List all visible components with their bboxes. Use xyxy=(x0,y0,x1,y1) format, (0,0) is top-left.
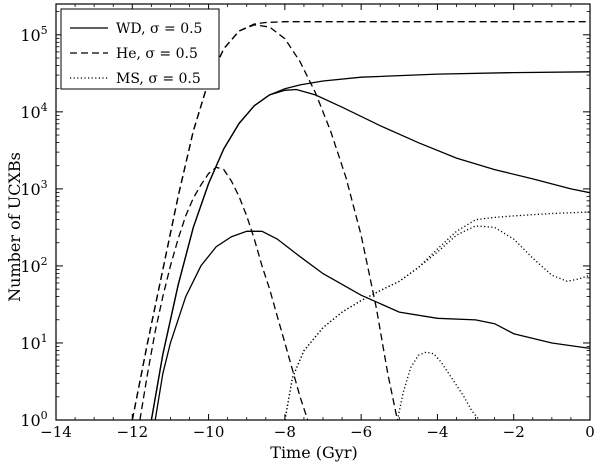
legend-label-solid: WD, σ = 0.5 xyxy=(116,21,202,37)
series-line-ms-current xyxy=(284,225,590,420)
x-tick-label: 0 xyxy=(585,423,595,441)
y-tick-label: 101 xyxy=(20,332,47,353)
y-tick-label: 105 xyxy=(20,24,47,45)
series-line-ms-bump xyxy=(396,351,480,420)
y-tick-label: 103 xyxy=(20,178,47,199)
axes: −14 −12 −10 −8 −6 −4 −2 0 100 101 102 103 104 105 xyxy=(20,4,595,441)
legend-box xyxy=(60,8,220,90)
legend-label-dotted: MS, σ = 0.5 xyxy=(116,71,201,87)
x-tick-label: −14 xyxy=(40,423,72,441)
series-line-he-early xyxy=(139,166,309,420)
series-line-wd-current xyxy=(150,88,590,420)
legend: WD, σ = 0.5 He, σ = 0.5 MS, σ = 0.5 xyxy=(60,8,220,90)
y-tick-label: 102 xyxy=(20,255,47,276)
y-tick-label: 104 xyxy=(20,101,47,122)
legend-label-dashed: He, σ = 0.5 xyxy=(116,46,198,62)
x-tick-label: −12 xyxy=(116,423,148,441)
x-tick-label: −2 xyxy=(503,423,525,441)
y-tick-label: 100 xyxy=(20,409,47,430)
series-group xyxy=(131,21,590,420)
x-tick-label: −10 xyxy=(193,423,225,441)
y-axis-label: Number of UCXBs xyxy=(5,152,24,302)
x-tick-label: −4 xyxy=(426,423,448,441)
x-axis-label: Time (Gyr) xyxy=(270,443,357,462)
series-line-wd-low xyxy=(154,230,590,420)
series-line-ms-cumulative xyxy=(284,211,590,420)
x-tick-label: −6 xyxy=(350,423,372,441)
x-tick-label: −8 xyxy=(274,423,296,441)
